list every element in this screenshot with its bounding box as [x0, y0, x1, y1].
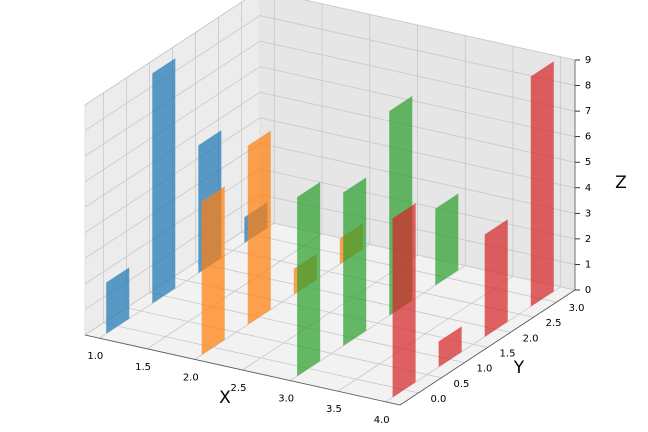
bar: [435, 193, 459, 286]
grid-line: [259, 40, 576, 112]
y-tick-label: 1.5: [500, 349, 516, 360]
bar: [106, 267, 130, 334]
z-tick-label: 4: [585, 183, 591, 194]
bar: [484, 219, 508, 337]
y-tick-label: 3.0: [569, 303, 585, 314]
z-tick-label: 9: [585, 55, 591, 66]
grid-line: [218, 246, 534, 318]
bar: [297, 182, 321, 377]
bar: [201, 186, 225, 355]
z-tick-label: 1: [585, 259, 591, 270]
x-axis-label: X: [219, 388, 231, 408]
x-tick-label: 4.0: [374, 415, 390, 426]
axis-line: [84, 334, 401, 406]
grid-line: [259, 66, 576, 138]
z-tick-label: 7: [585, 106, 591, 117]
grid-line: [259, 91, 576, 163]
z-axis-label: Z: [615, 173, 627, 193]
z-tick-label: 0: [585, 285, 591, 296]
bar: [343, 177, 367, 346]
x-tick-label: 1.0: [87, 351, 103, 362]
grid-line: [259, 168, 576, 240]
z-tick-label: 6: [585, 132, 591, 143]
y-tick-label: 0.0: [430, 394, 446, 405]
bar: [152, 58, 176, 304]
z-tick-label: 8: [585, 81, 591, 92]
z-tick-label: 2: [585, 234, 591, 245]
grid-line: [126, 307, 442, 379]
grid-line: [259, 15, 576, 86]
x-tick-label: 3.0: [278, 394, 294, 405]
x-tick-label: 3.5: [326, 404, 342, 415]
y-tick-label: 1.0: [477, 364, 493, 375]
bar: [438, 326, 462, 368]
grid-line: [303, 0, 576, 61]
x-tick-label: 2.5: [231, 383, 247, 394]
y-tick-label: 2.0: [523, 333, 539, 344]
x-tick-label: 1.5: [135, 362, 151, 373]
y-axis-label: Y: [513, 358, 525, 378]
grid-line: [259, 142, 576, 214]
axis-line: [399, 289, 576, 406]
grid-line: [172, 277, 488, 348]
z-tick-label: 5: [585, 157, 591, 168]
grid-line: [259, 117, 576, 189]
bar: [530, 61, 554, 307]
bar: [247, 130, 271, 325]
x-tick-label: 2.0: [183, 372, 199, 383]
grid-line: [103, 322, 419, 394]
z-tick-label: 3: [585, 208, 591, 219]
y-tick-label: 2.5: [546, 318, 562, 329]
y-tick-label: 0.5: [453, 379, 469, 390]
bar: [392, 203, 416, 398]
grid-line: [84, 0, 246, 106]
